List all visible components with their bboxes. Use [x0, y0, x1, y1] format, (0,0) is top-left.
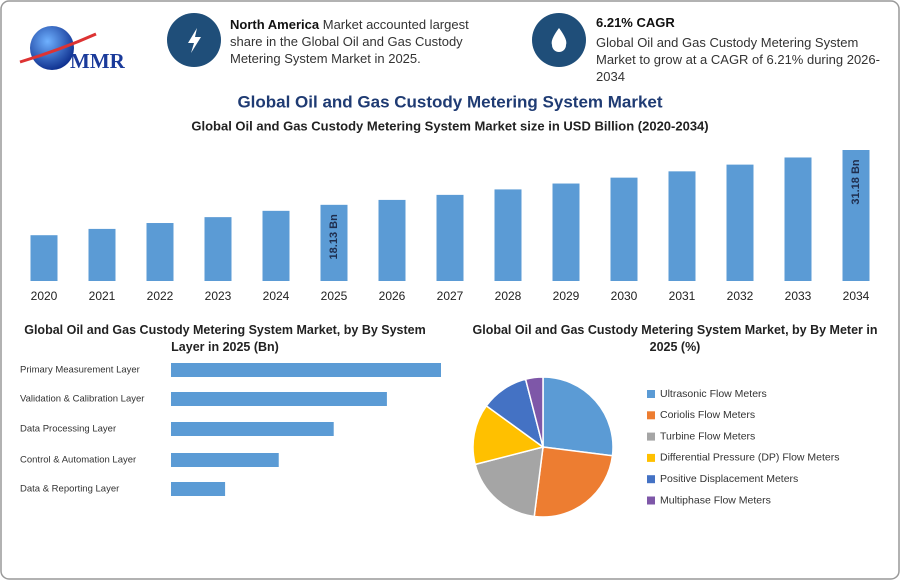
bar: [146, 223, 174, 281]
legend-swatch: [647, 496, 655, 505]
legend-swatch: [647, 432, 655, 441]
x-tick-label: 2029: [553, 289, 580, 303]
x-tick-label: 2022: [147, 289, 174, 303]
category-label: Primary Measurement Layer: [20, 365, 140, 376]
highlight-text: Market accounted largest share in the Gl…: [230, 17, 469, 66]
bar: [320, 204, 348, 281]
bar: [726, 164, 754, 281]
chart-title: Global Oil and Gas Custody Metering Syst…: [472, 323, 878, 354]
legend-label: Positive Displacement Meters: [660, 473, 798, 485]
bar: [552, 183, 580, 281]
x-tick-label: 2023: [205, 289, 232, 303]
chart-title: Global Oil and Gas Custody Metering Syst…: [24, 323, 426, 354]
bar: [262, 210, 290, 281]
legend-label: Multiphase Flow Meters: [660, 494, 771, 506]
category-label: Validation & Calibration Layer: [20, 394, 144, 405]
legend-label: Coriolis Flow Meters: [660, 409, 755, 421]
logo-swoosh: [19, 32, 97, 64]
pie-slice: [524, 376, 544, 448]
highlight-title: North America: [230, 17, 320, 32]
bar: [171, 482, 226, 496]
bar: [204, 217, 232, 281]
x-tick-label: 2027: [437, 289, 464, 303]
bar: [668, 171, 696, 281]
category-label: Data & Reporting Layer: [20, 484, 119, 495]
bar: [171, 392, 387, 406]
bar: [436, 194, 464, 281]
bolt-glyph: [188, 28, 201, 53]
category-label: Control & Automation Layer: [20, 455, 136, 466]
bar: [30, 235, 58, 281]
legend-label: Ultrasonic Flow Meters: [660, 388, 767, 400]
bar: [842, 150, 870, 281]
drop-glyph: [551, 28, 567, 52]
x-tick-label: 2020: [31, 289, 58, 303]
category-label: Data Processing Layer: [20, 424, 116, 435]
legend-swatch: [647, 390, 655, 398]
x-tick-label: 2028: [495, 289, 522, 303]
bar: [171, 453, 279, 467]
value-label: 31.18 Bn: [850, 159, 862, 205]
x-tick-label: 2031: [669, 289, 696, 303]
main-title: Global Oil and Gas Custody Metering Syst…: [237, 92, 662, 111]
pie-slice: [474, 445, 544, 518]
x-tick-label: 2034: [843, 289, 870, 303]
x-tick-label: 2033: [785, 289, 812, 303]
bar: [784, 157, 812, 281]
x-tick-label: 2030: [611, 289, 638, 303]
legend-swatch: [647, 411, 655, 420]
bar: [88, 228, 116, 281]
highlight-title: 6.21% CAGR: [596, 15, 675, 30]
bar: [610, 177, 638, 281]
x-tick-label: 2024: [263, 289, 290, 303]
pie-slice: [533, 446, 614, 518]
legend-swatch: [647, 475, 655, 484]
highlight: North America Market accounted largest s…: [230, 16, 500, 67]
bar: [378, 199, 406, 281]
pie-slice: [542, 376, 614, 457]
logo-text: MMR: [70, 49, 126, 73]
x-tick-label: 2025: [321, 289, 348, 303]
logo-globe: [30, 26, 74, 70]
value-label: 18.13 Bn: [328, 214, 340, 260]
bar: [171, 422, 334, 436]
x-tick-label: 2021: [89, 289, 116, 303]
legend-swatch: [647, 453, 655, 462]
legend-label: Differential Pressure (DP) Flow Meters: [660, 452, 840, 464]
bar: [494, 189, 522, 281]
x-tick-label: 2026: [379, 289, 406, 303]
bar: [171, 363, 441, 377]
chart-title: Global Oil and Gas Custody Metering Syst…: [191, 118, 708, 133]
highlight: 6.21% CAGR Global Oil and Gas Custody Met…: [596, 14, 886, 85]
legend-label: Turbine Flow Meters: [660, 430, 755, 442]
highlight-text: Global Oil and Gas Custody Metering Syst…: [596, 35, 880, 84]
x-tick-label: 2032: [727, 289, 754, 303]
pie-slice: [472, 404, 545, 466]
